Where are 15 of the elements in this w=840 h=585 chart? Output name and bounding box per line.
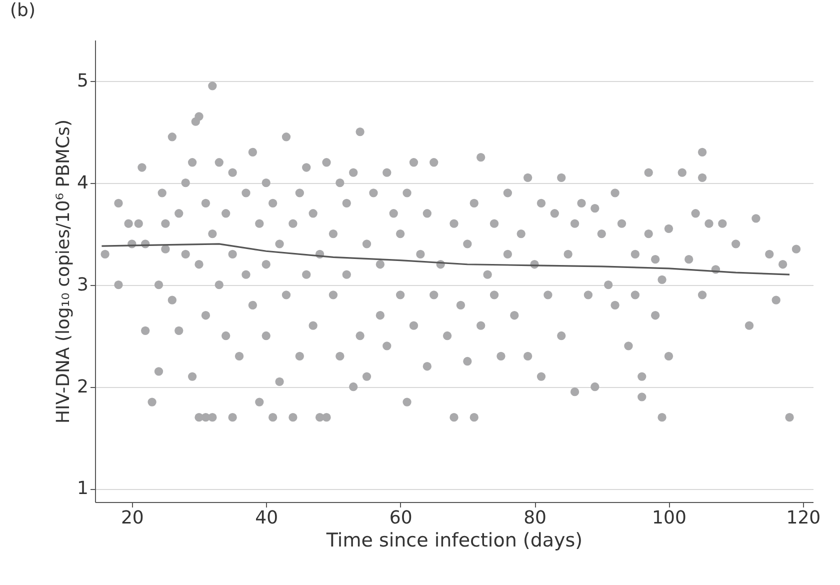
x-tick-label: 80 xyxy=(524,508,546,528)
x-tick-label: 120 xyxy=(786,508,821,528)
line-series xyxy=(100,243,790,276)
text: (b) xyxy=(10,0,36,21)
x-tick-label: 60 xyxy=(389,508,412,528)
y-tick-label: 4 xyxy=(77,172,88,194)
y-tick-label: 2 xyxy=(77,376,88,398)
y-axis-title: HIV-DNA (log₁₀ copies/10⁶ PBMCs) xyxy=(53,120,74,424)
y-tick-label: 3 xyxy=(77,274,88,296)
x-tick-label: 100 xyxy=(652,508,686,528)
y-tick-label: 5 xyxy=(77,70,88,92)
x-tick-label: 20 xyxy=(120,508,144,528)
x-axis-title: Time since infection (days) xyxy=(325,530,583,552)
x-tick-label: 40 xyxy=(255,508,278,528)
y-tick-label: 1 xyxy=(77,478,88,500)
